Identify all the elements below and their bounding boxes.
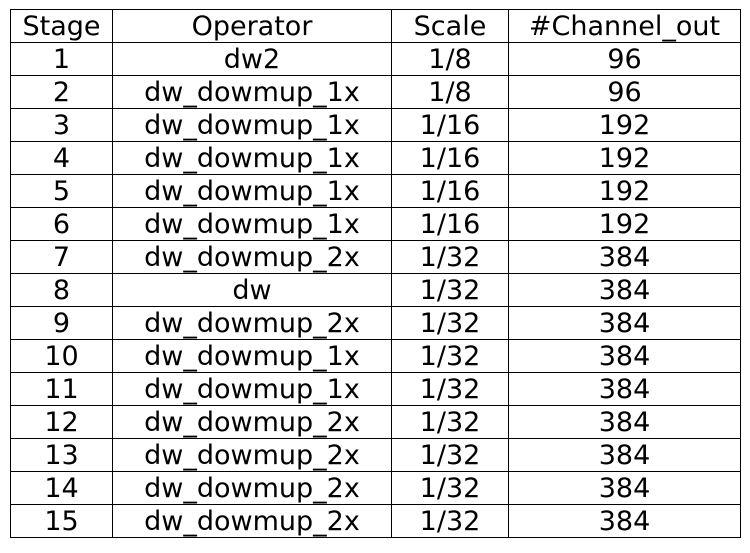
cell-channel-out: 384 (508, 240, 741, 274)
cell-operator: dw_dowmup_1x (112, 174, 392, 208)
cell-scale: 1/32 (391, 306, 509, 340)
cell-channel-out: 192 (508, 108, 741, 142)
table-row: 15 dw_dowmup_2x 1/32 384 (10, 504, 741, 538)
cell-stage: 4 (10, 141, 113, 175)
cell-channel-out: 384 (508, 438, 741, 472)
cell-operator: dw_dowmup_1x (112, 141, 392, 175)
cell-operator: dw (112, 273, 392, 307)
cell-stage: 1 (10, 42, 113, 76)
cell-channel-out: 96 (508, 75, 741, 109)
cell-stage: 2 (10, 75, 113, 109)
cell-channel-out: 384 (508, 339, 741, 373)
cell-scale: 1/8 (391, 75, 509, 109)
cell-scale: 1/32 (391, 339, 509, 373)
cell-operator: dw_dowmup_2x (112, 471, 392, 505)
cell-operator: dw_dowmup_2x (112, 438, 392, 472)
table-row: 2 dw_dowmup_1x 1/8 96 (10, 75, 741, 109)
cell-operator: dw_dowmup_2x (112, 405, 392, 439)
cell-operator: dw2 (112, 42, 392, 76)
cell-channel-out: 384 (508, 273, 741, 307)
table-row: 11 dw_dowmup_1x 1/32 384 (10, 372, 741, 406)
cell-stage: 9 (10, 306, 113, 340)
header-channel-out: #Channel_out (508, 9, 741, 43)
cell-operator: dw_dowmup_1x (112, 339, 392, 373)
table-body: 1 dw2 1/8 96 2 dw_dowmup_1x 1/8 96 3 dw_dowmup_1x… (10, 42, 741, 538)
table-row: 9 dw_dowmup_2x 1/32 384 (10, 306, 741, 340)
cell-channel-out: 384 (508, 405, 741, 439)
cell-stage: 8 (10, 273, 113, 307)
table-row: 14 dw_dowmup_2x 1/32 384 (10, 471, 741, 505)
cell-operator: dw_dowmup_1x (112, 75, 392, 109)
cell-channel-out: 384 (508, 504, 741, 538)
cell-scale: 1/32 (391, 405, 509, 439)
cell-scale: 1/8 (391, 42, 509, 76)
cell-stage: 5 (10, 174, 113, 208)
cell-operator: dw_dowmup_1x (112, 207, 392, 241)
cell-channel-out: 192 (508, 141, 741, 175)
table-row: 6 dw_dowmup_1x 1/16 192 (10, 207, 741, 241)
cell-stage: 3 (10, 108, 113, 142)
architecture-table: Stage Operator Scale #Channel_out 1 dw2 1/… (10, 9, 741, 538)
cell-operator: dw_dowmup_1x (112, 108, 392, 142)
cell-stage: 11 (10, 372, 113, 406)
table-row: 1 dw2 1/8 96 (10, 42, 741, 76)
cell-channel-out: 384 (508, 306, 741, 340)
cell-stage: 12 (10, 405, 113, 439)
cell-scale: 1/16 (391, 108, 509, 142)
cell-channel-out: 192 (508, 174, 741, 208)
table-row: 4 dw_dowmup_1x 1/16 192 (10, 141, 741, 175)
cell-scale: 1/32 (391, 273, 509, 307)
header-stage: Stage (10, 9, 113, 43)
cell-stage: 10 (10, 339, 113, 373)
cell-stage: 13 (10, 438, 113, 472)
cell-stage: 14 (10, 471, 113, 505)
cell-operator: dw_dowmup_2x (112, 504, 392, 538)
cell-scale: 1/16 (391, 174, 509, 208)
table-row: 8 dw 1/32 384 (10, 273, 741, 307)
cell-operator: dw_dowmup_1x (112, 372, 392, 406)
cell-scale: 1/32 (391, 240, 509, 274)
cell-stage: 15 (10, 504, 113, 538)
cell-channel-out: 384 (508, 471, 741, 505)
cell-scale: 1/32 (391, 471, 509, 505)
cell-stage: 7 (10, 240, 113, 274)
table-row: 13 dw_dowmup_2x 1/32 384 (10, 438, 741, 472)
table-row: 7 dw_dowmup_2x 1/32 384 (10, 240, 741, 274)
header-operator: Operator (112, 9, 392, 43)
table-header-row: Stage Operator Scale #Channel_out (10, 9, 741, 43)
table-row: 5 dw_dowmup_1x 1/16 192 (10, 174, 741, 208)
cell-scale: 1/32 (391, 372, 509, 406)
cell-operator: dw_dowmup_2x (112, 306, 392, 340)
cell-stage: 6 (10, 207, 113, 241)
cell-scale: 1/16 (391, 207, 509, 241)
cell-channel-out: 96 (508, 42, 741, 76)
cell-scale: 1/16 (391, 141, 509, 175)
table-row: 3 dw_dowmup_1x 1/16 192 (10, 108, 741, 142)
cell-channel-out: 192 (508, 207, 741, 241)
cell-scale: 1/32 (391, 504, 509, 538)
cell-operator: dw_dowmup_2x (112, 240, 392, 274)
header-scale: Scale (391, 9, 509, 43)
table-row: 10 dw_dowmup_1x 1/32 384 (10, 339, 741, 373)
cell-scale: 1/32 (391, 438, 509, 472)
table-row: 12 dw_dowmup_2x 1/32 384 (10, 405, 741, 439)
cell-channel-out: 384 (508, 372, 741, 406)
